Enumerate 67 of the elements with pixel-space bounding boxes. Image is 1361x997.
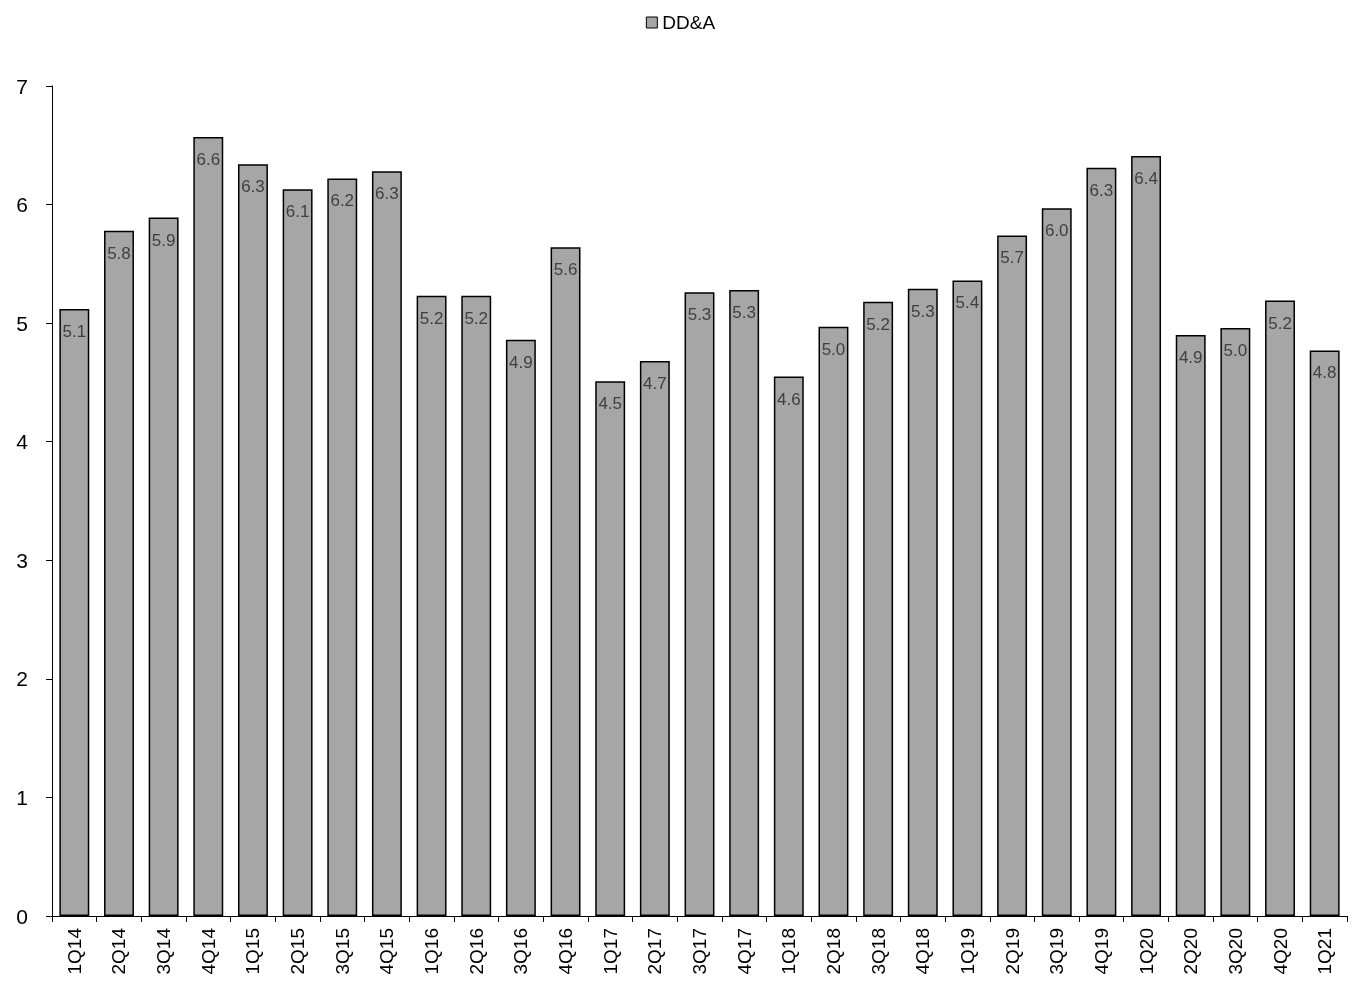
x-tick-label: 4Q14: [197, 927, 219, 975]
x-tick-label: 1Q17: [599, 928, 621, 975]
x-tick-label: 4Q20: [1269, 928, 1291, 975]
y-tick-label: 7: [16, 74, 28, 98]
x-tick-label: 3Q15: [331, 928, 353, 975]
x-tick-label: 2Q20: [1180, 928, 1202, 975]
data-label: 4.8: [1312, 363, 1337, 383]
x-tick-label: 1Q18: [778, 928, 800, 975]
data-label: 5.2: [1268, 313, 1292, 333]
data-label: 5.3: [910, 301, 935, 321]
data-label: 5.3: [732, 302, 756, 322]
y-tick-label: 6: [16, 193, 28, 217]
y-tick-label: 5: [16, 311, 28, 335]
data-label: 6.3: [241, 177, 265, 197]
data-label: 5.1: [62, 321, 87, 341]
x-tick-label: 3Q14: [153, 927, 175, 975]
x-tick-label: 3Q17: [689, 928, 710, 975]
x-tick-label: 2Q17: [644, 928, 666, 975]
data-label: 6.3: [375, 184, 399, 204]
x-tick-label: 2Q15: [287, 928, 309, 975]
y-tick-label: 0: [16, 904, 28, 928]
data-label: 5.0: [821, 339, 846, 359]
data-label: 6.4: [1134, 168, 1158, 188]
x-tick-label: 3Q20: [1224, 928, 1246, 975]
x-tick-label: 1Q16: [421, 928, 443, 975]
x-tick-label: 2Q14: [108, 927, 130, 975]
x-tick-label: 2Q19: [1001, 928, 1023, 975]
data-label: 4.5: [598, 394, 623, 414]
data-label: 5.2: [419, 308, 444, 328]
data-label: 4.6: [776, 389, 801, 409]
y-tick-label: 3: [16, 548, 28, 572]
x-tick-label: 3Q16: [510, 928, 532, 975]
x-tick-label: 4Q16: [555, 928, 577, 975]
y-tick-label: 4: [16, 430, 29, 454]
data-label: 4.7: [643, 374, 667, 394]
data-label: 5.3: [687, 305, 712, 325]
x-tick-label: 4Q17: [733, 928, 755, 975]
data-label: 5.2: [866, 314, 890, 334]
x-tick-label: 1Q19: [956, 928, 978, 975]
data-label: 5.7: [1000, 248, 1024, 268]
data-label: 6.1: [285, 202, 310, 222]
legend-label: DD&A: [662, 12, 716, 33]
data-label: 5.0: [1223, 340, 1248, 360]
x-tick-label: 1Q14: [63, 927, 85, 975]
y-tick-label: 1: [16, 785, 28, 809]
data-label: 5.6: [553, 260, 578, 280]
x-tick-label: 3Q18: [867, 928, 889, 975]
x-tick-label: 2Q16: [465, 928, 487, 975]
x-tick-label: 2Q18: [822, 928, 844, 975]
data-label: 5.2: [464, 308, 489, 328]
y-tick-label: 2: [16, 667, 28, 691]
x-tick-label: 1Q21: [1314, 928, 1336, 975]
x-tick-label: 4Q15: [376, 928, 398, 975]
x-tick-label: 4Q18: [912, 928, 934, 975]
data-label: 5.4: [955, 293, 980, 313]
data-label: 4.9: [509, 352, 533, 372]
x-tick-label: 1Q20: [1135, 928, 1157, 975]
x-tick-label: 1Q15: [242, 928, 264, 975]
data-label: 6.6: [196, 149, 221, 169]
data-label: 6.2: [330, 191, 355, 211]
data-label: 6.3: [1089, 180, 1114, 200]
x-tick-label: 4Q19: [1090, 928, 1112, 975]
data-label: 5.9: [151, 230, 176, 250]
x-tick-label: 3Q19: [1046, 928, 1068, 975]
data-label: 6.0: [1044, 221, 1069, 241]
data-label: 5.8: [107, 243, 131, 263]
data-label: 4.9: [1178, 348, 1203, 367]
